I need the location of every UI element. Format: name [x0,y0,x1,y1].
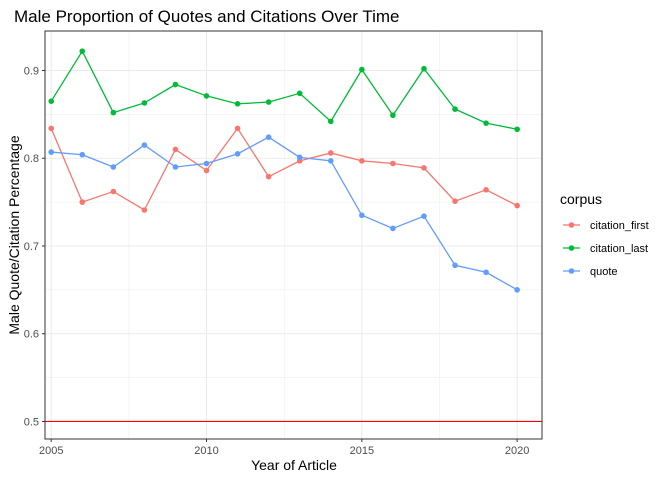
data-point-citation_last [110,109,117,116]
y-tick-label: 0.6 [24,329,39,341]
data-point-quote [514,287,520,293]
data-point-quote [390,225,396,232]
data-point-citation_last [421,65,427,72]
series-line-quote [51,136,518,291]
data-point-citation_first [110,188,117,195]
data-point-quote [327,158,334,164]
data-point-quote [172,164,179,170]
data-point-quote [48,149,55,155]
data-point-quote [296,154,303,161]
legend-key-point-citation_first [568,222,575,228]
x-tick-label: 2015 [350,445,374,457]
y-tick-label: 0.5 [24,416,39,428]
data-point-citation_last [327,118,334,125]
data-point-quote [265,134,272,140]
data-point-citation_first [79,199,86,205]
series-line-citation_first [50,127,518,211]
x-axis-ticks: 2005 2010 2015 2020 [39,439,529,457]
data-point-citation_first [359,158,365,164]
chart-title: Male Proportion of Quotes and Citations … [14,7,400,26]
data-point-citation_first [234,125,241,132]
data-point-citation_first [265,173,272,180]
data-point-quote [234,151,241,157]
legend-title: corpus [560,191,602,207]
data-point-citation_first [203,167,210,174]
data-point-citation_first [452,198,458,205]
data-point-quote [483,269,489,276]
data-point-citation_last [296,90,303,97]
data-point-citation_first [421,165,427,171]
data-point-citation_last [265,99,272,105]
legend-label-citation_first: citation_first [590,220,649,232]
data-point-quote [79,151,86,158]
data-point-citation_first [483,187,489,193]
y-tick-label: 0.9 [24,65,39,77]
data-point-citation_last [172,81,179,88]
data-point-citation_last [390,112,396,119]
data-point-citation_first [327,150,334,156]
data-point-quote [452,262,458,269]
data-point-citation_last [141,100,148,106]
legend-label-quote: quote [590,266,618,278]
legend-key-point-citation_last [568,245,575,251]
x-tick-label: 2005 [39,445,63,457]
data-point-citation_last [483,120,489,126]
data-point-citation_first [141,207,148,213]
series-group [48,48,520,293]
data-point-quote [110,164,117,170]
data-point-quote [359,212,365,219]
y-tick-label: 0.8 [24,153,39,165]
y-tick-label: 0.7 [24,241,39,253]
data-point-quote [203,160,210,167]
data-point-citation_last [452,106,458,112]
data-point-quote [421,213,427,219]
data-point-citation_first [390,160,396,167]
legend-label-citation_last: citation_last [590,243,648,255]
x-tick-label: 2020 [505,445,529,457]
y-axis-ticks: 0.5 0.6 0.7 0.8 0.9 [24,65,45,428]
legend-key-point-quote [568,268,575,274]
y-axis-label: Male Quote/Citation Percentage [6,135,22,334]
x-tick-label: 2010 [194,445,218,457]
x-axis-label: Year of Article [251,457,337,473]
data-point-citation_last [48,98,55,104]
data-point-citation_last [514,126,520,133]
data-point-citation_first [514,202,520,209]
data-point-citation_first [48,125,55,132]
series-line-citation_last [50,49,518,130]
data-point-quote [141,142,148,148]
plot-border [44,30,543,440]
plot-panel [45,31,542,439]
data-point-citation_last [359,66,365,73]
data-point-citation_last [203,93,210,99]
data-point-citation_last [234,101,241,107]
data-point-citation_last [79,48,86,54]
data-point-citation_first [172,146,179,153]
